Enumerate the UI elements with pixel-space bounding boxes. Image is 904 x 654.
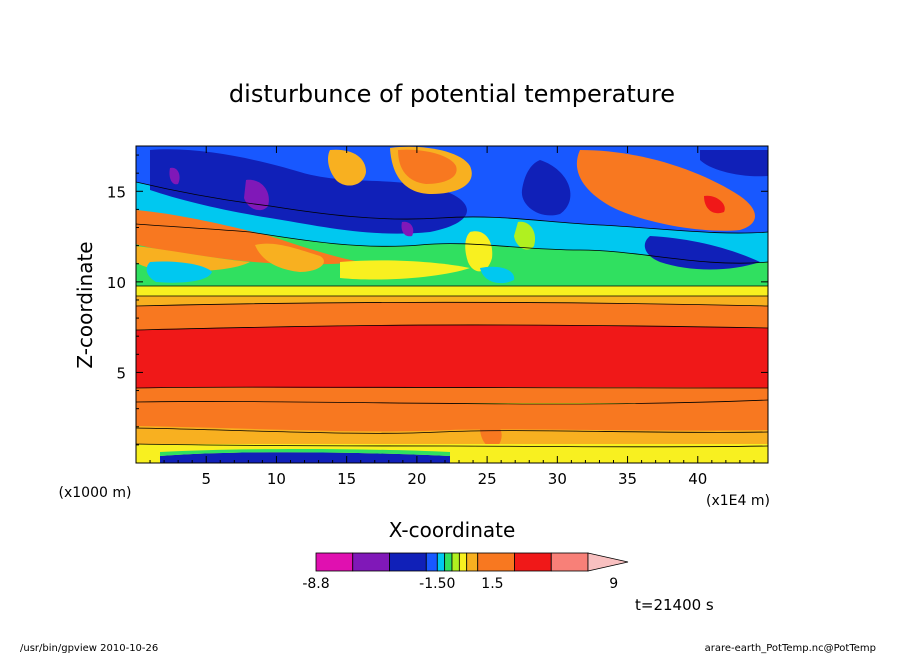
x-unit-right: (x1E4 m): [706, 493, 770, 509]
footer-right: arare-earth_PotTemp.nc@PotTemp: [705, 643, 876, 654]
colorbar-label: -1.50: [419, 576, 455, 592]
colorbar-block: [436, 552, 446, 572]
x-tick-label: 35: [618, 470, 637, 488]
colorbar-block: [458, 552, 468, 572]
colorbar-block: [477, 552, 515, 572]
colorbar-block: [352, 552, 390, 572]
y-axis: 5 10 15: [107, 154, 768, 446]
colorbar-block: [466, 552, 479, 572]
x-unit-left: (x1000 m): [59, 485, 132, 501]
y-axis-label: Z-coordinate: [73, 241, 97, 368]
x-tick-label: 20: [407, 470, 426, 488]
colorbar-block: [444, 552, 453, 572]
contour-field: [136, 146, 768, 463]
footer-left: /usr/bin/gpview 2010-10-26: [20, 643, 158, 654]
colorbar-block: [550, 552, 589, 572]
colorbar-block: [514, 552, 552, 572]
x-tick-label: 5: [201, 470, 211, 488]
y-tick-label: 5: [116, 364, 126, 382]
x-tick-label: 15: [337, 470, 356, 488]
y-tick-label: 15: [107, 183, 126, 201]
x-axis-label: X-coordinate: [389, 518, 516, 542]
colorbar: -8.8 -1.50 1.5 9: [302, 552, 629, 592]
colorbar-label: 9: [609, 576, 618, 592]
time-annotation: t=21400 s: [635, 596, 714, 614]
colorbar-block: [315, 552, 354, 572]
colorbar-block: [425, 552, 438, 572]
x-axis: 5 10 15 20 25 30 35 40: [149, 146, 755, 488]
colorbar-extend-arrow: [587, 552, 629, 572]
x-tick-label: 40: [688, 470, 707, 488]
chart-title: disturbunce of potential temperature: [229, 80, 675, 108]
y-tick-label: 10: [107, 274, 126, 292]
colorbar-label: -8.8: [302, 576, 329, 592]
x-tick-label: 25: [478, 470, 497, 488]
x-tick-label: 30: [548, 470, 567, 488]
plot-frame: [135, 145, 769, 464]
colorbar-block: [451, 552, 460, 572]
colorbar-block: [389, 552, 427, 572]
x-tick-label: 10: [267, 470, 286, 488]
colorbar-label: 1.5: [481, 576, 503, 592]
